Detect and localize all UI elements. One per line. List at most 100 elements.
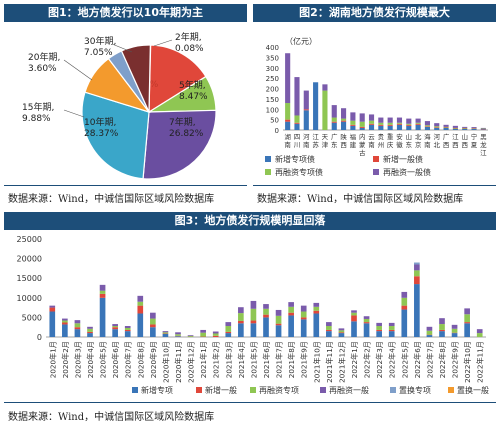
fig2-bar-segment [415,123,421,125]
fig3-xtick-label: 2020年2月 [61,341,70,378]
fig2-bar-segment [322,84,328,91]
fig2-bar-segment [396,123,403,125]
fig3-bar-segment [124,331,131,337]
fig3-bar-segment [275,323,282,326]
fig3-bar-segment [476,329,483,334]
fig3-bar-segment [414,284,420,337]
fig2-bar-segment [303,90,309,110]
fig2-xtick-label: 徽 [396,140,403,149]
fig2-xtick-label: 广 [443,132,450,141]
fig2-bar-segment [331,121,337,123]
fig2-bar-segment [434,123,440,127]
pie-leader-line [63,59,93,81]
fig3-bar-segment [464,323,470,337]
fig3-bar-segment [300,311,307,318]
fig3-bar-segment [250,323,257,337]
fig2-bar-segment [285,121,291,130]
fig2-xtick-label: 河 [434,133,441,141]
fig3-bar-segment [439,324,445,330]
fig3-bar-segment [137,295,144,302]
fig3-bar-segment [99,290,106,294]
fig2-bar-segment [378,125,384,130]
fig2-ytick-label: 200 [266,86,279,94]
fig1-source: 数据来源：Wind，中诚信国际区域风险数据库 [8,194,215,205]
pie-slice [81,91,150,180]
fig2-bar-segment [452,125,458,128]
fig3-xtick-label: 2021年1月 [199,341,208,378]
fig3-bar-segment [351,312,357,316]
fig2-bar-segment [378,124,384,126]
fig3-bar-segment [401,309,408,337]
fig3-bar-segment [225,326,232,332]
fig3-bar-segment [263,304,269,309]
fig3-xtick-label: 2022年2月 [363,341,372,378]
fig3-xtick-label: 2020年12月 [187,341,196,383]
fig3-bar-segment [250,300,257,309]
fig2-xtick-label: 古 [359,148,366,157]
fig2-xtick-label: 建 [350,140,357,149]
fig2-xtick-label: 东 [406,140,413,149]
fig2-xtick-label: 南 [424,140,431,149]
fig2-bar-segment [368,123,375,125]
fig2-bar-segment [368,124,375,130]
fig2-xtick-label: 湖 [284,132,291,141]
fig3-title: 图3：地方债发行规模明显回落 [4,212,496,230]
fig2-bar-segment [406,118,412,124]
fig3-bar-segment [99,297,106,337]
fig2-bar-segment [387,124,393,126]
fig3-bar-segment [275,325,282,337]
fig3-xtick-label: 2022年1月 [350,341,359,378]
fig2-xtick-label: 北 [415,133,422,141]
pie-slice [120,44,151,113]
fig3-ytick-label: 10000 [17,294,42,303]
fig3-bar-segment [338,328,345,331]
fig3-bar-segment [439,331,445,337]
fig3-bar-segment [326,329,332,332]
fig3-bar-segment [263,308,269,315]
fig3-xtick-label: 2020年4月 [86,341,95,378]
fig3-bar-segment [288,306,294,313]
fig2-xtick-label: 津 [322,141,329,149]
fig2-bar-segment [350,124,356,126]
fig3-bar-segment [175,334,181,336]
fig3-xtick-label: 2021年4月 [237,341,246,378]
fig3-bar-segment [87,331,93,334]
fig2-xtick-label: 西 [340,141,347,149]
fig3-bar-segment [49,305,56,308]
pie-slice-label: 7年期, [169,116,196,128]
fig3-bar-segment [112,324,118,327]
fig3-bar-segment [87,326,93,329]
fig2-bar-segment [443,124,449,127]
fig3-bar-segment [49,307,56,312]
fig2-ytick-label: 150 [266,96,279,104]
fig3-bar-segment [175,332,181,335]
fig2-xtick-label: 江 [312,133,319,141]
fig2-bar-segment [313,82,319,130]
fig2-xtick-label: 四 [294,133,301,141]
fig2-bar-segment [341,121,347,130]
fig3-xtick-label: 2021年10月 [312,341,321,383]
fig3-bar-segment [439,318,445,325]
pie-slice-value: 7.05% [84,48,113,58]
fig2-bar-segment [359,127,365,130]
fig2-legend-swatch [373,169,379,175]
fig3-bar-segment [313,306,320,311]
fig3-bar-segment [250,320,257,324]
fig3-bar-segment [187,336,194,337]
fig3-bar-segment [363,322,370,324]
fig3-bar-segment [451,333,458,337]
fig2-bar-segment [378,122,384,125]
fig2-xtick-label: 江 [452,133,459,141]
fig3-xtick-label: 2022年9月 [451,341,460,378]
fig3-bar-segment [288,312,294,316]
fig2-bar-segment [434,127,440,130]
fig2-xtick-label: 西 [461,141,468,149]
fig2-bar-segment [443,127,449,130]
fig3-bar-segment [162,333,169,337]
fig3-bar-segment [464,308,470,315]
pie-slice-value: 8.47% [179,92,208,102]
fig3-bar-segment [275,309,282,316]
fig3-bar-segment [74,323,81,328]
fig3-legend-label: 再融资一般 [329,385,369,395]
